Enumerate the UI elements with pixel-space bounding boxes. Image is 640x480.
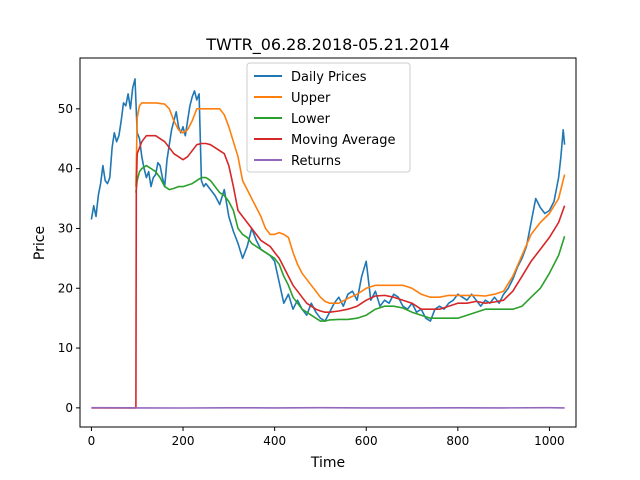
series-line-upper — [135, 102, 566, 305]
series-layer — [90, 78, 566, 409]
y-axis-label: Price — [32, 226, 48, 260]
x-tick-label: 1000 — [534, 434, 565, 448]
legend-label-returns: Returns — [291, 154, 341, 169]
legend-label-lower: Lower — [291, 112, 331, 127]
x-tick-label: 0 — [88, 434, 96, 448]
y-tick-label: 0 — [65, 401, 73, 415]
legend-frame — [246, 62, 411, 173]
y-tick-label: 20 — [58, 281, 73, 295]
chart-title: TWTR_06.28.2018-05.21.2014 — [205, 35, 449, 55]
y-tick-label: 30 — [58, 221, 73, 235]
legend-label-daily-prices: Daily Prices — [291, 70, 367, 85]
x-tick-label: 600 — [355, 434, 378, 448]
series-line-lower — [135, 164, 566, 322]
plot-frame — [79, 57, 577, 428]
series-line-daily-prices — [90, 78, 566, 322]
legend: Daily Prices Upper Lower Moving Average Retu… — [246, 62, 411, 173]
y-tick-label: 50 — [58, 102, 73, 116]
series-line-moving-average — [91, 134, 566, 409]
y-tick-label: 10 — [58, 341, 73, 355]
x-tick-label: 400 — [263, 434, 286, 448]
y-axis: 0 10 20 30 40 50 — [58, 102, 80, 415]
x-tick-label: 200 — [172, 434, 195, 448]
legend-label-moving-average: Moving Average — [291, 133, 395, 148]
x-axis: 0 200 400 600 800 1000 — [88, 427, 565, 448]
x-axis-label: Time — [310, 455, 345, 471]
y-tick-label: 40 — [58, 162, 73, 176]
x-tick-label: 800 — [446, 434, 469, 448]
legend-label-upper: Upper — [291, 91, 331, 106]
